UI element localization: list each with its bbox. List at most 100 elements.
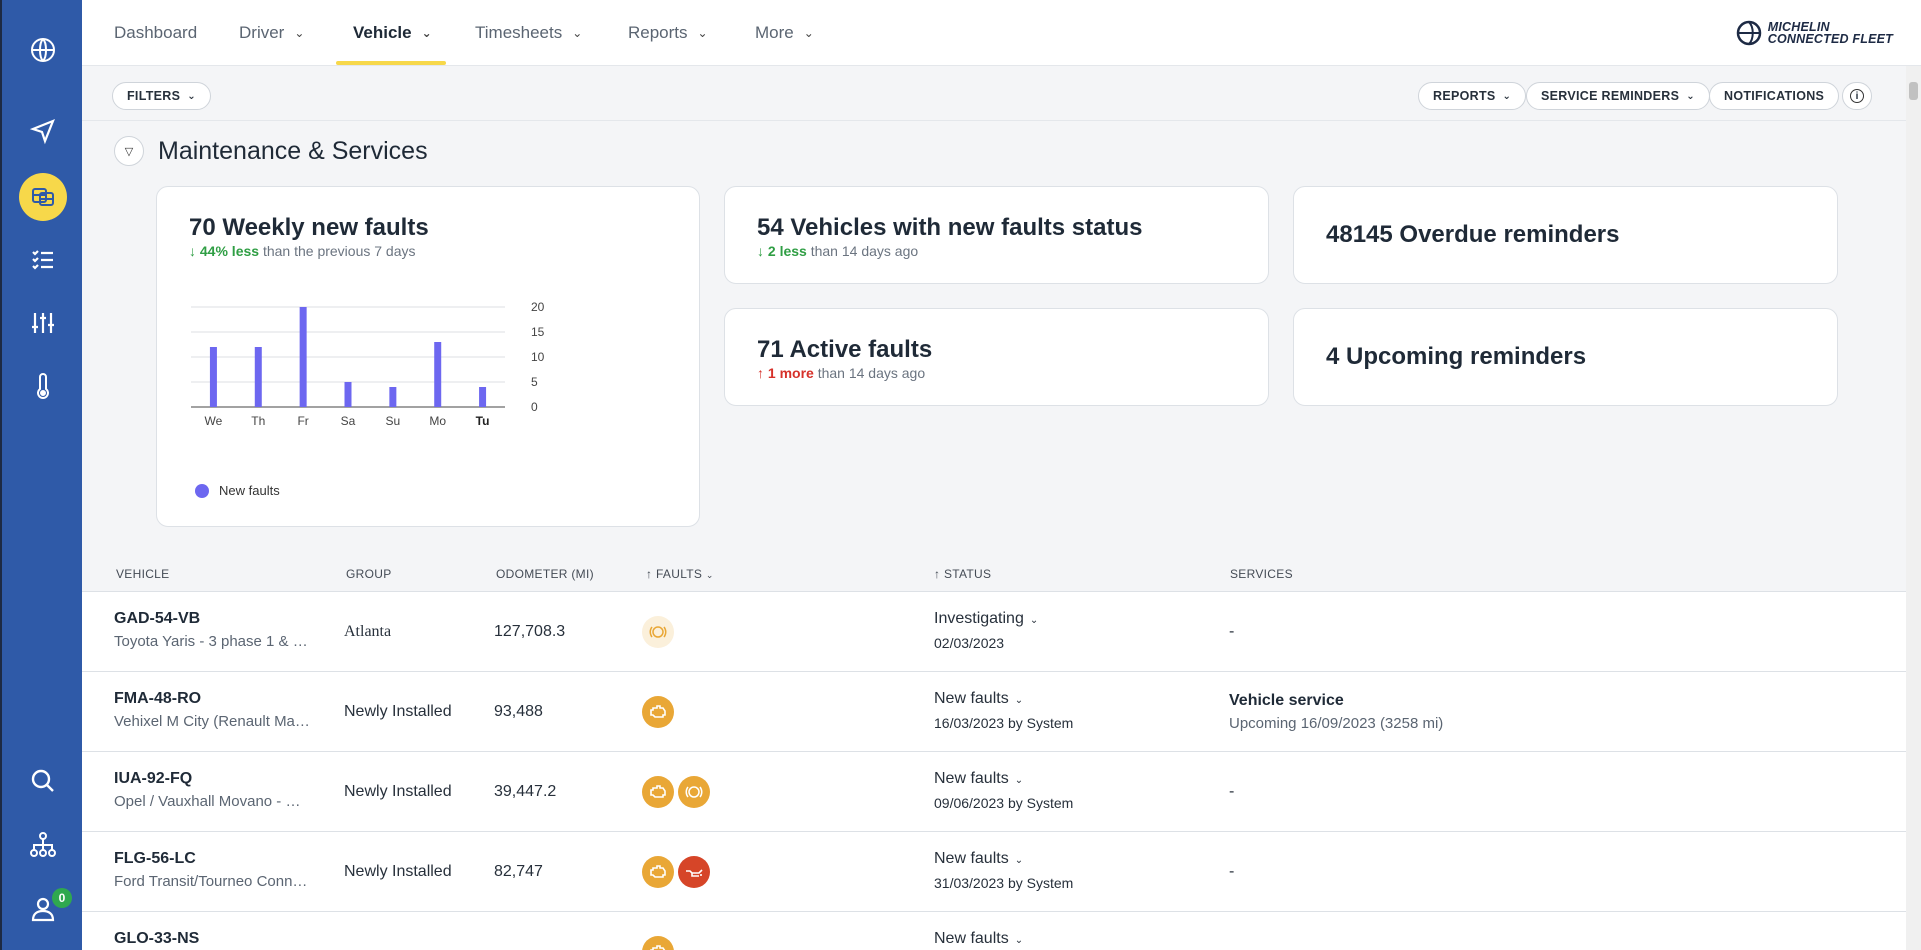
vehicle-group: Newly Installed: [344, 703, 452, 720]
y-tick-label: 10: [531, 350, 545, 364]
table-row[interactable]: IUA-92-FQ Opel / Vauxhall Movano - … Newly…: [82, 752, 1906, 832]
header-group[interactable]: GROUP: [346, 567, 392, 581]
scrollbar[interactable]: [1906, 66, 1921, 950]
bar-Th[interactable]: [254, 347, 262, 407]
filters-button[interactable]: FILTERS ⌄: [112, 82, 211, 110]
nav-dashboard[interactable]: Dashboard: [114, 0, 197, 66]
status-dropdown[interactable]: New faults ⌄: [934, 930, 1023, 948]
status-dropdown[interactable]: Investigating ⌄: [934, 610, 1038, 628]
x-tick-label: Tu: [476, 414, 490, 428]
search-icon[interactable]: [2, 756, 84, 806]
table-row[interactable]: FMA-48-RO Vehixel M City (Renault Ma… Newl…: [82, 672, 1906, 752]
user-icon[interactable]: 0: [2, 884, 84, 934]
globe-icon[interactable]: [2, 25, 84, 75]
vehicle-plate[interactable]: GLO-33-NS: [114, 930, 200, 947]
active-faults-delta-text: than 14 days ago: [817, 365, 926, 381]
filter-bar: FILTERS ⌄ REPORTS ⌄ SERVICE REMINDERS ⌄ NOT…: [82, 66, 1906, 121]
fault-icons: [642, 776, 710, 808]
status-date: 09/06/2023 by System: [934, 795, 1074, 811]
logo-line-2: CONNECTED FLEET: [1767, 32, 1893, 46]
nav-vehicle[interactable]: Vehicle ⌄: [353, 0, 432, 66]
chevron-down-icon: ⌄: [572, 26, 583, 40]
bar-Tu[interactable]: [479, 387, 487, 407]
nav-label: Vehicle: [353, 23, 412, 42]
header-status: STATUS: [943, 567, 992, 581]
vehicle-plate[interactable]: FLG-56-LC: [114, 850, 196, 867]
chevron-down-icon: ⌄: [1686, 90, 1695, 102]
chevron-down-icon: ⌄: [187, 90, 196, 102]
legend-label: New faults: [219, 483, 280, 498]
vehicles-nav[interactable]: [2, 172, 84, 222]
header-odometer[interactable]: ODOMETER (MI): [496, 567, 594, 581]
upcoming-reminders-card[interactable]: 4 Upcoming reminders: [1293, 308, 1838, 406]
bar-We[interactable]: [209, 347, 217, 407]
arrow-down-icon: ↓: [757, 243, 764, 259]
navigation-icon[interactable]: [2, 106, 84, 156]
status-dropdown[interactable]: New faults ⌄: [934, 850, 1023, 868]
x-tick-label: Sa: [341, 414, 356, 428]
hierarchy-icon[interactable]: [2, 820, 84, 870]
reports-button[interactable]: REPORTS ⌄: [1418, 82, 1527, 110]
service-empty: -: [1229, 863, 1235, 880]
status-date: 31/03/2023 by System: [934, 875, 1074, 891]
chart-legend: New faults: [195, 483, 280, 498]
engine-fault-icon[interactable]: [642, 936, 674, 950]
bar-Fr[interactable]: [299, 307, 307, 407]
nav-more[interactable]: More ⌄: [755, 0, 814, 66]
vehicle-model: Opel / Vauxhall Movano - …: [114, 793, 301, 810]
service-reminders-button[interactable]: SERVICE REMINDERS ⌄: [1526, 82, 1710, 110]
filters-label: FILTERS: [127, 89, 181, 103]
service-empty: -: [1229, 623, 1235, 640]
header-faults: FAULTS: [655, 567, 703, 581]
nav-timesheets[interactable]: Timesheets ⌄: [475, 0, 582, 66]
engine-fault-icon[interactable]: [642, 696, 674, 728]
collapse-section-button[interactable]: ▽: [114, 136, 144, 166]
thermometer-icon[interactable]: [2, 362, 84, 412]
legend-marker: [195, 483, 209, 498]
table-row[interactable]: FLG-56-LC Ford Transit/Tourneo Conn… Newly…: [82, 832, 1906, 912]
status-date: 16/03/2023 by System: [934, 715, 1074, 731]
header-services[interactable]: SERVICES: [1230, 567, 1293, 581]
service-title: Vehicle service: [1229, 692, 1344, 709]
status-dropdown[interactable]: New faults ⌄: [934, 770, 1023, 788]
nav-driver[interactable]: Driver ⌄: [239, 0, 304, 66]
brake-fault-icon[interactable]: [642, 616, 674, 648]
vehicles-new-faults-delta-text: than 14 days ago: [810, 243, 919, 259]
chevron-down-icon: ⌄: [1014, 695, 1024, 706]
bar-Mo[interactable]: [434, 342, 442, 407]
header-faults-sort[interactable]: ↑ FAULTS ⌄: [646, 567, 714, 581]
bar-Su[interactable]: [389, 387, 397, 407]
engine-fault-icon[interactable]: [642, 776, 674, 808]
fault-icons: [642, 696, 674, 728]
oil-pressure-fault-icon[interactable]: [678, 856, 710, 888]
header-vehicle[interactable]: VEHICLE: [116, 567, 170, 581]
checklist-icon[interactable]: [2, 234, 84, 284]
michelin-logo: MICHELIN CONNECTED FLEET: [1736, 20, 1893, 46]
brake-fault-icon[interactable]: [678, 776, 710, 808]
status-dropdown[interactable]: New faults ⌄: [934, 690, 1023, 708]
x-tick-label: Th: [251, 414, 265, 428]
vehicle-plate[interactable]: IUA-92-FQ: [114, 770, 193, 787]
bar-Sa[interactable]: [344, 382, 352, 407]
top-navigation: Dashboard Driver ⌄ Vehicle ⌄ Timesheets ⌄ R…: [82, 0, 1921, 66]
weekly-faults-delta-value: 44% less: [199, 243, 260, 259]
header-status-sort[interactable]: ↑ STATUS: [934, 567, 991, 581]
overdue-reminders-card[interactable]: 48145 Overdue reminders: [1293, 186, 1838, 284]
sliders-icon[interactable]: [2, 298, 84, 348]
table-row[interactable]: GLO-33-NS New faults ⌄: [82, 912, 1906, 950]
table-row[interactable]: GAD-54-VB Toyota Yaris - 3 phase 1 & … Atl…: [82, 592, 1906, 672]
engine-fault-icon[interactable]: [642, 856, 674, 888]
scroll-thumb[interactable]: [1909, 82, 1918, 100]
logo-globe-icon: [1736, 20, 1762, 46]
upcoming-reminders-title: 4 Upcoming reminders: [1326, 343, 1587, 370]
y-tick-label: 15: [531, 325, 545, 339]
vehicle-plate[interactable]: GAD-54-VB: [114, 610, 201, 627]
vehicle-plate[interactable]: FMA-48-RO: [114, 690, 202, 707]
overdue-reminders-title: 48145 Overdue reminders: [1326, 221, 1620, 248]
active-faults-title: 71 Active faults: [757, 336, 933, 363]
nav-reports[interactable]: Reports ⌄: [628, 0, 708, 66]
notifications-button[interactable]: NOTIFICATIONS: [1709, 82, 1840, 110]
info-button[interactable]: i: [1842, 82, 1872, 110]
arrow-up-icon: ↑: [757, 365, 764, 381]
vehicle-group: Atlanta: [344, 623, 392, 640]
